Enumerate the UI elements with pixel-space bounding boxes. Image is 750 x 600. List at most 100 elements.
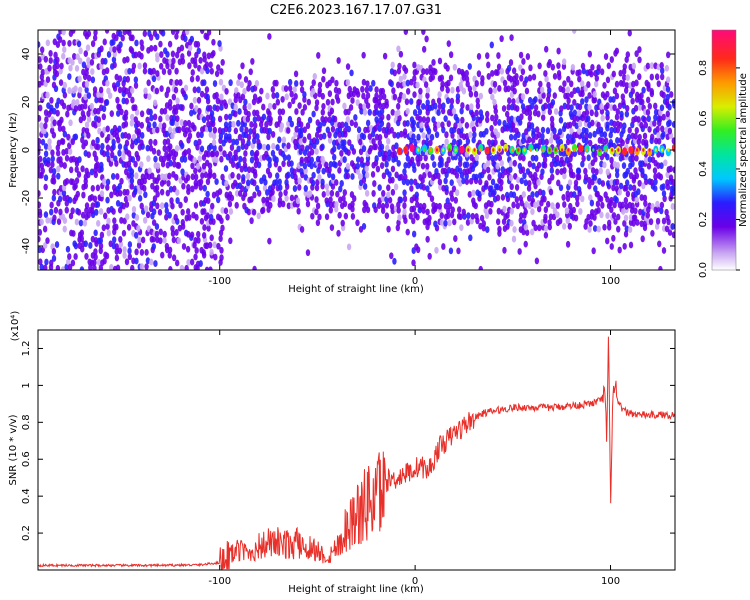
spectrogram-cell: [450, 86, 455, 94]
spectrogram-cell: [474, 80, 479, 87]
spectrogram-cell: [656, 162, 661, 170]
spectrogram-cell: [500, 171, 505, 179]
spectrogram-cell: [330, 125, 336, 133]
spectrogram-cell: [277, 165, 282, 173]
carrier-core: [473, 148, 476, 152]
spectrogram-cell: [421, 132, 426, 139]
spectrogram-cell: [127, 247, 132, 255]
spectrogram-cell: [233, 110, 238, 118]
carrier-peak: [534, 143, 540, 152]
spectrogram-cell: [153, 260, 158, 267]
spectrogram-cell: [662, 195, 667, 203]
spectrogram-cell: [334, 179, 339, 186]
x-tick-label: 100: [601, 576, 620, 587]
spectrogram-cell: [429, 133, 435, 141]
spectrogram-cell: [448, 247, 454, 255]
spectrogram-cell: [391, 87, 396, 95]
spectrogram-cell: [428, 64, 433, 72]
spectrogram-cell: [365, 119, 371, 127]
spectrogram-cell: [424, 35, 429, 43]
spectrogram-cell: [75, 190, 80, 198]
spectrogram-cell: [379, 120, 385, 127]
spectrogram-cell: [334, 79, 339, 87]
spectrogram-cell: [656, 131, 661, 139]
spectrogram-cell: [614, 196, 619, 204]
spectrogram-cell: [335, 97, 341, 104]
spectrogram-cell: [569, 104, 574, 112]
spectrogram-cell: [183, 35, 188, 43]
colorbar-tick-label: 0.6: [698, 110, 709, 126]
spectrogram-cell: [572, 98, 577, 106]
spectrogram-cell: [550, 173, 555, 181]
spectrogram-cell: [632, 214, 638, 222]
spectrogram-cell: [373, 103, 379, 111]
spectrogram-cell: [595, 190, 600, 198]
spectrogram-cell: [38, 201, 42, 209]
spectrogram-cell: [170, 30, 176, 35]
spectrogram-cell: [422, 202, 427, 210]
spectrogram-cell: [58, 67, 63, 75]
spectrogram-cell: [59, 116, 64, 124]
spectrogram-cell: [455, 116, 460, 124]
spectrogram-cell: [402, 208, 407, 216]
spectrogram-cell: [572, 114, 577, 122]
spectrogram-cell: [309, 156, 315, 164]
spectrogram-cell: [474, 109, 479, 117]
spectrogram-cell: [556, 62, 561, 70]
spectrogram-cell: [402, 195, 408, 203]
spectrogram-cell: [465, 219, 471, 226]
snr-x-ticks: -100 0 100: [208, 330, 620, 587]
spectrogram-cell: [162, 107, 168, 115]
colorbar-tick-label: 0.2: [698, 212, 709, 228]
spectrogram-cell: [183, 84, 189, 92]
spectrogram-cell: [44, 116, 49, 123]
spectrogram-cell: [473, 90, 479, 98]
spectrogram-cell: [211, 115, 216, 123]
spectrogram-cell: [509, 115, 514, 123]
spectrogram-cell: [446, 156, 451, 164]
spectrogram-cell: [148, 34, 154, 41]
spectrogram-cell: [105, 184, 110, 191]
carrier-core: [579, 148, 582, 152]
spectrogram-cell: [61, 125, 66, 133]
spectrogram-cell: [587, 131, 593, 139]
spectrogram-cell: [137, 62, 142, 70]
spectrogram-cell: [42, 156, 47, 164]
spectrogram-cell: [377, 184, 382, 192]
spectrogram-cell: [484, 180, 489, 187]
spectrogram-cell: [127, 67, 132, 75]
spectrogram-cell: [664, 225, 670, 233]
spectrogram-cell: [267, 156, 272, 164]
spectrogram-cell: [552, 127, 557, 135]
spectrogram-cell: [611, 96, 616, 103]
spectrogram-cell: [358, 138, 363, 146]
spectrogram-cell: [530, 191, 535, 198]
spectrogram-cell: [605, 180, 611, 187]
spectrogram-cell: [302, 126, 307, 134]
spectrogram-cell: [514, 184, 520, 191]
spectrogram-cell: [62, 162, 67, 169]
spectrogram-cell: [159, 107, 165, 115]
spectrogram-cell: [584, 132, 589, 140]
spectrogram-cell: [211, 218, 216, 226]
spectrogram-cell: [142, 62, 148, 70]
spectrogram-cell: [501, 105, 507, 112]
spectrogram-cell: [62, 46, 67, 54]
spectrogram-cell: [621, 98, 626, 106]
spectrogram-cell: [649, 62, 655, 70]
spectrogram-cell: [234, 87, 239, 94]
spectrogram-cell: [575, 200, 580, 208]
spectrogram-cell: [154, 223, 160, 230]
spectrogram-cell: [539, 86, 545, 94]
spectrogram-cell: [584, 96, 589, 104]
spectrogram-cell: [470, 212, 475, 220]
spectrogram-cell: [144, 263, 149, 270]
spectrogram-cell: [61, 102, 67, 110]
spectrogram-cell: [282, 154, 288, 161]
spectrogram-cell: [40, 46, 45, 54]
spectrogram-cell: [61, 86, 66, 94]
spectrogram-cell: [580, 160, 585, 168]
spectrogram-cell: [447, 219, 452, 227]
spectrogram-cell: [114, 243, 119, 251]
spectrogram-cell: [386, 184, 391, 192]
